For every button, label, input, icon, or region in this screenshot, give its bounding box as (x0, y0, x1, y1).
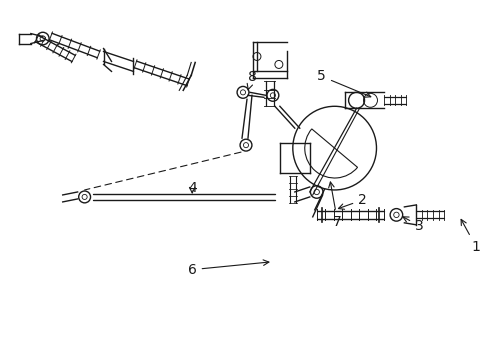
Text: 7: 7 (328, 182, 341, 229)
Text: 2: 2 (338, 193, 366, 209)
Text: 6: 6 (187, 260, 268, 276)
Text: 3: 3 (402, 217, 423, 233)
Text: 1: 1 (460, 219, 480, 254)
Text: 4: 4 (187, 181, 196, 195)
Text: 5: 5 (317, 69, 370, 97)
Text: 8: 8 (247, 71, 256, 90)
